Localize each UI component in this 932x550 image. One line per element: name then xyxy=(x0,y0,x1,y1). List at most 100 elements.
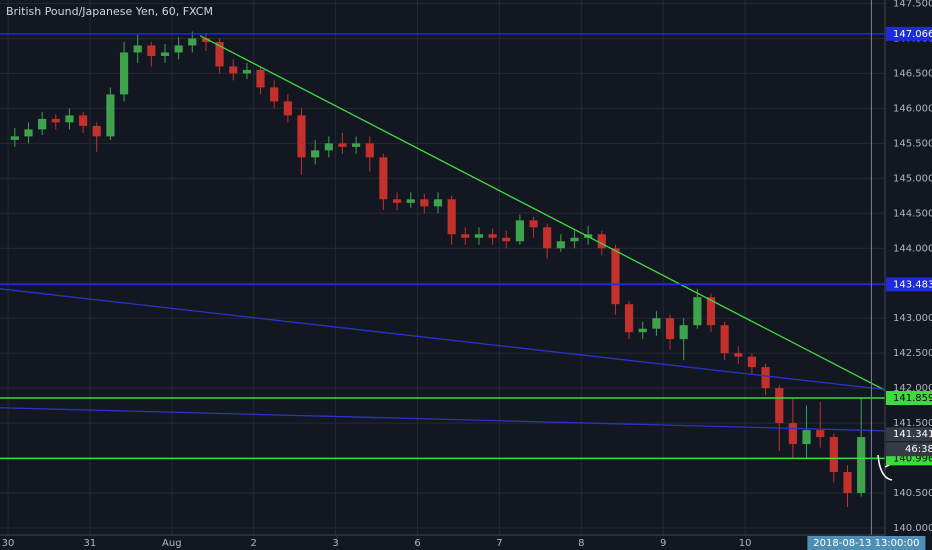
candle-body xyxy=(502,237,511,242)
y-tick-label: 142.000 xyxy=(893,383,932,394)
level-label: 141.859 xyxy=(893,393,932,404)
candle-body xyxy=(679,325,688,340)
x-tick-label: 2 xyxy=(251,538,257,549)
countdown-label: 46:38 xyxy=(905,444,932,455)
y-tick-label: 146.000 xyxy=(893,103,932,114)
level-label-bg xyxy=(886,277,932,292)
candle-body xyxy=(188,38,197,46)
level-label: 140.996 xyxy=(893,453,932,464)
x-tick-label: 10 xyxy=(739,538,752,549)
arrow-drawing xyxy=(877,454,893,481)
candle-body xyxy=(106,94,115,137)
candle-body xyxy=(201,38,211,42)
candle-body xyxy=(65,115,74,123)
marks xyxy=(0,0,886,535)
y-tick-label: 147.500 xyxy=(893,0,932,9)
candle-body xyxy=(311,150,320,158)
candle-body xyxy=(270,87,279,102)
candle-body xyxy=(352,143,361,147)
y-tick-label: 140.500 xyxy=(893,488,932,499)
y-tick-label: 140.000 xyxy=(893,523,932,534)
candle-body xyxy=(515,220,524,242)
y-tick-label: 142.500 xyxy=(893,348,932,359)
candle-body xyxy=(215,41,224,67)
candle-body xyxy=(283,101,292,116)
x-tick-label: 6 xyxy=(414,538,420,549)
candle-body xyxy=(379,157,388,200)
candle-body xyxy=(242,69,252,74)
x-tick-label: 8 xyxy=(578,538,584,549)
candle-body xyxy=(119,52,129,95)
candle-body xyxy=(488,234,497,238)
y-tick-label: 145.500 xyxy=(893,138,932,149)
candle-body xyxy=(624,304,634,333)
candle-body xyxy=(843,472,852,494)
candle-body xyxy=(706,297,716,326)
candle-body xyxy=(338,143,347,147)
crosshair-label-bg xyxy=(807,536,926,550)
candle-body xyxy=(720,325,729,354)
last-price-bg xyxy=(886,427,932,442)
candle-body xyxy=(529,220,538,228)
level-label: 143.483 xyxy=(893,279,932,290)
candle-body xyxy=(665,318,675,340)
y-tick-label: 144.000 xyxy=(893,243,932,254)
last-price-label: 141.341 xyxy=(893,429,932,440)
chart-title: British Pound/Japanese Yen, 60, FXCM xyxy=(6,5,213,18)
candle-body xyxy=(147,45,156,56)
candle-body xyxy=(406,199,415,203)
y-tick-label: 141.500 xyxy=(893,418,932,429)
candle-body xyxy=(761,367,770,389)
level-label-bg xyxy=(886,390,932,405)
y-tick-label: 144.500 xyxy=(893,208,932,219)
candle-body xyxy=(829,437,838,473)
candle-body xyxy=(461,234,470,238)
candle-body xyxy=(160,52,170,56)
x-tick-label: 30 xyxy=(2,538,15,549)
x-tick-label: 7 xyxy=(496,538,502,549)
candle-body xyxy=(775,388,784,424)
crosshair-label: 2018-08-13 13:00:00 xyxy=(813,538,919,549)
candle-body xyxy=(420,199,429,207)
candle-body xyxy=(788,423,797,445)
candle-body xyxy=(556,241,565,249)
candle-body xyxy=(38,118,47,130)
candle-body xyxy=(693,297,702,326)
candle-body xyxy=(543,227,552,249)
candle-body xyxy=(24,129,33,137)
grid xyxy=(0,0,885,535)
candle-body xyxy=(392,199,402,203)
candle-body xyxy=(447,199,456,235)
candle-body xyxy=(474,234,484,238)
y-tick-label: 145.000 xyxy=(893,173,932,184)
y-tick-label: 143.000 xyxy=(893,313,932,324)
y-tick-label: 146.500 xyxy=(893,68,932,79)
x-tick-label: 3 xyxy=(332,538,338,549)
candle-body xyxy=(638,328,647,333)
candle-body xyxy=(174,45,183,53)
candle-body xyxy=(324,143,333,151)
x-tick-label: 31 xyxy=(84,538,97,549)
x-tick-label: Aug xyxy=(162,538,182,549)
candle-body xyxy=(133,45,142,53)
candle-body xyxy=(433,199,443,207)
candle-body xyxy=(92,125,101,137)
candle-body xyxy=(297,115,306,158)
countdown-bg xyxy=(886,442,932,457)
candle-body xyxy=(570,237,579,242)
candle-body xyxy=(10,136,19,140)
trend-line xyxy=(199,35,886,391)
candle-body xyxy=(51,118,60,123)
candle-body xyxy=(747,356,757,368)
level-label: 147.066 xyxy=(893,29,932,40)
candle-body xyxy=(802,430,811,445)
trend-line xyxy=(0,407,886,432)
level-label-bg xyxy=(886,26,932,41)
candle-body xyxy=(365,143,374,158)
candle-body xyxy=(816,430,825,438)
x-tick-label: 9 xyxy=(660,538,666,549)
